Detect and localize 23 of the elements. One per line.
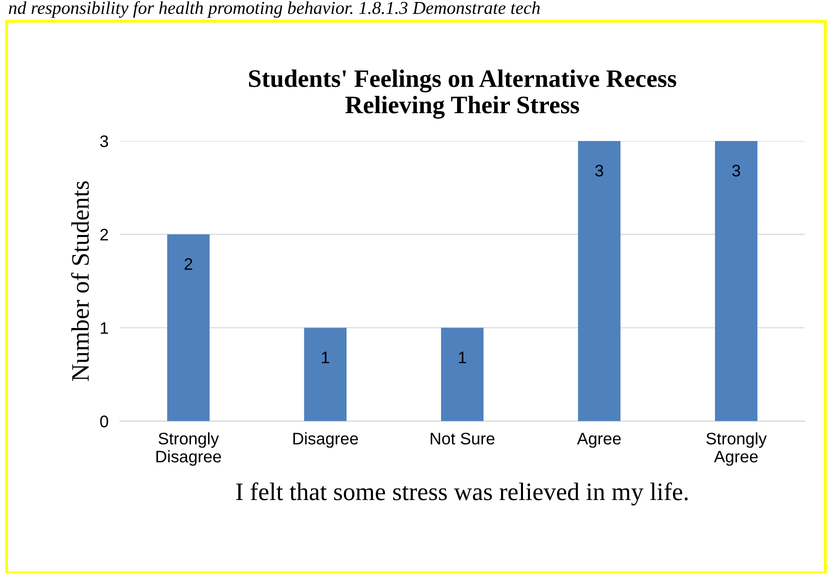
data-label: 2	[184, 258, 192, 270]
y-tick-label: 2	[100, 228, 108, 240]
x-tick-label: Strongly Disagree	[156, 432, 221, 466]
bar	[578, 140, 620, 422]
bar	[714, 140, 758, 422]
x-tick-label: Agree	[577, 432, 621, 448]
bar	[304, 328, 347, 422]
x-tick-label: Disagree	[293, 432, 358, 448]
data-label: 3	[732, 164, 740, 177]
data-label: 1	[458, 352, 466, 364]
y-tick-label: 3	[100, 135, 108, 148]
x-tick-label: Not Sure	[430, 432, 494, 445]
bar	[441, 328, 484, 422]
chart-title: Students' Feelings on Alternative Recess Relieving Their Stress	[249, 69, 676, 119]
y-tick-label: 0	[100, 416, 108, 428]
x-tick-label: Strongly Agree	[706, 432, 767, 466]
y-axis-title: Number of Students	[71, 181, 89, 382]
data-label: 1	[322, 352, 330, 364]
text: nd responsibility for health promoting behavior. 1.8.1.3 Demonstrate tech	[8, 1, 540, 18]
bar	[167, 234, 210, 422]
y-tick-label: 1	[100, 322, 108, 334]
data-label: 3	[595, 164, 604, 177]
x-axis-title: I felt that some stress was relieved in my life.	[236, 482, 688, 506]
